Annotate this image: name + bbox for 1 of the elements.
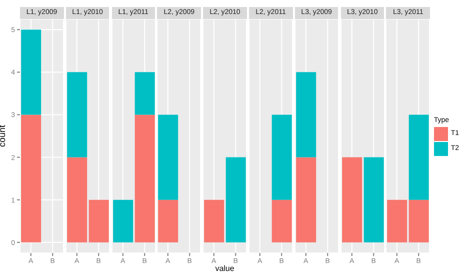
x-axis-title: value — [215, 264, 236, 273]
